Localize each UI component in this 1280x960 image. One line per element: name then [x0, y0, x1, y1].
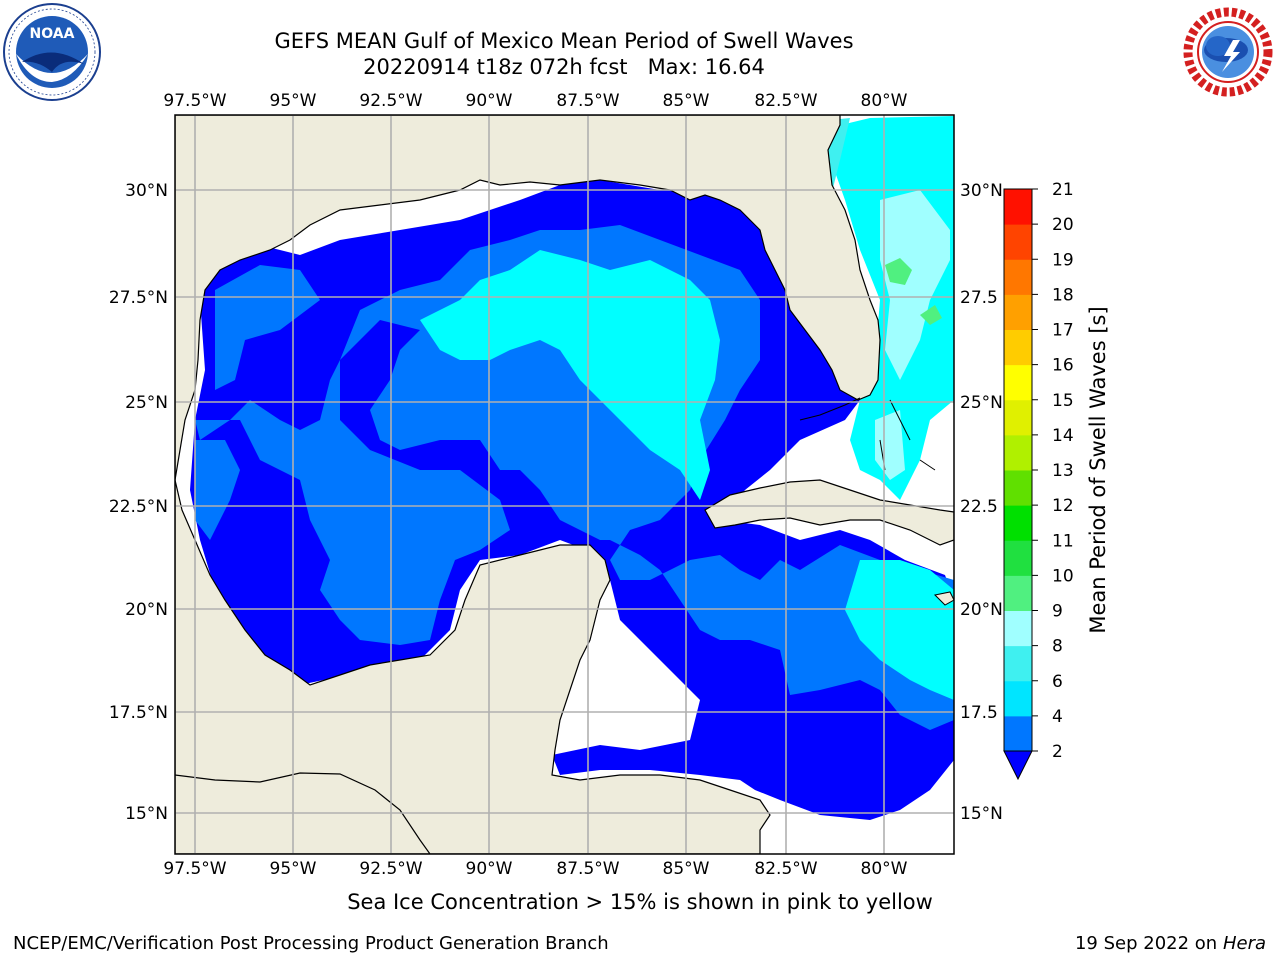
- lon-labels-bottom: 97.5°W 95°W 92.5°W 90°W 87.5°W 85°W 82.5…: [163, 859, 907, 879]
- footer-credit: NCEP/EMC/Verification Post Processing Pr…: [13, 933, 609, 954]
- colorbar-tick-label: 15: [1052, 391, 1074, 411]
- colorbar-tick-label: 8: [1052, 637, 1063, 657]
- colorbar-label: Mean Period of Swell Waves [s]: [1086, 306, 1110, 633]
- noaa-logo-icon: NOAA: [3, 3, 101, 101]
- lat-label: 20°N: [125, 600, 168, 620]
- lat-labels-right: 30°N 27.5 25°N 22.5 20°N 17.5 15°N: [960, 181, 1003, 824]
- map-subtitle: 20220914 t18z 072h fcst Max: 16.64: [0, 54, 1128, 80]
- colorbar-segment: [1004, 575, 1032, 611]
- lat-label: 30°N: [125, 181, 168, 201]
- swell-cyan-field: [420, 250, 720, 500]
- colorbar-segment: [1004, 189, 1032, 225]
- colorbar-segment: [1004, 294, 1032, 330]
- colorbar-tick-label: 13: [1052, 461, 1074, 481]
- svg-text:NOAA: NOAA: [30, 26, 75, 42]
- nws-logo-icon: [1180, 4, 1276, 100]
- lat-labels-left: 30°N 27.5°N 25°N 22.5°N 20°N 17.5°N 15°N: [109, 181, 168, 824]
- lat-label: 27.5°N: [109, 288, 168, 308]
- colorbar-segment: [1004, 715, 1032, 752]
- lon-label: 95°W: [270, 859, 317, 879]
- lon-label: 97.5°W: [163, 859, 226, 879]
- colorbar-segment: [1004, 329, 1032, 366]
- colorbar-ticks: 2 4 6 8 9 10 11 12 13 14 15 16 17 18 19 20 21: [1032, 180, 1074, 762]
- lon-label: 80°W: [861, 91, 908, 111]
- cuba-land: [704, 479, 954, 546]
- map-area: [175, 115, 954, 854]
- us-land: [175, 115, 881, 481]
- lon-label: 85°W: [663, 859, 710, 879]
- lat-label: 17.5: [960, 703, 998, 723]
- colorbar-tick-label: 12: [1052, 496, 1074, 516]
- colorbar-segment: [1004, 434, 1032, 471]
- colorbar-tick-label: 9: [1052, 602, 1063, 622]
- lat-label: 20°N: [960, 600, 1003, 620]
- footer-date-text: 19 Sep 2022 on: [1074, 933, 1218, 954]
- lon-label: 82.5°W: [754, 91, 817, 111]
- lon-label: 82.5°W: [754, 859, 817, 879]
- footer-machine: Hera: [1222, 933, 1266, 954]
- lat-label: 22.5°N: [109, 497, 168, 517]
- swell-blue-field: [195, 225, 954, 730]
- sea-ice-note: Sea Ice Concentration > 15% is shown in …: [347, 890, 933, 914]
- swell-light-blue-field: [195, 440, 240, 540]
- colorbar-segment: [1004, 470, 1032, 506]
- lat-label: 17.5°N: [109, 703, 168, 723]
- colorbar-tick-label: 2: [1052, 742, 1063, 762]
- colorbar-segment: [1004, 399, 1032, 436]
- max-value: Max: 16.64: [647, 55, 765, 79]
- forecast-time: 20220914 t18z 072h fcst: [363, 55, 628, 79]
- lon-label: 97.5°W: [163, 91, 226, 111]
- lon-label: 87.5°W: [556, 859, 619, 879]
- lon-label: 85°W: [663, 91, 710, 111]
- colorbar-segment: [1004, 224, 1032, 260]
- footer-date: 19 Sep 2022 on Hera: [1075, 933, 1266, 954]
- lon-label: 95°W: [270, 91, 317, 111]
- colorbar-segment: [1004, 364, 1032, 401]
- lon-label: 92.5°W: [359, 91, 422, 111]
- lat-label: 25°N: [125, 393, 168, 413]
- colorbar-tick-label: 17: [1052, 321, 1074, 341]
- mexico-land: [175, 479, 771, 854]
- lon-label: 80°W: [861, 859, 908, 879]
- lat-label: 25°N: [960, 393, 1003, 413]
- colorbar-segment: [1004, 259, 1032, 295]
- colorbar: [1003, 188, 1033, 781]
- map-gridlines: [175, 115, 954, 854]
- lat-label: 27.5: [960, 288, 998, 308]
- colorbar-tick-label: 10: [1052, 566, 1074, 586]
- colorbar-segment: [1004, 505, 1032, 541]
- lat-label: 15°N: [125, 804, 168, 824]
- colorbar-tick-label: 18: [1052, 285, 1074, 305]
- swell-green-patch: [885, 258, 942, 325]
- lon-label: 87.5°W: [556, 91, 619, 111]
- colorbar-segment: [1004, 540, 1032, 576]
- colorbar-tick-label: 14: [1052, 426, 1074, 446]
- colorbar-tick-label: 6: [1052, 672, 1063, 692]
- colorbar-extend-arrow: [1003, 750, 1033, 781]
- lon-label: 90°W: [466, 859, 513, 879]
- lon-labels-top: 97.5°W 95°W 92.5°W 90°W 87.5°W 85°W 82.5…: [163, 91, 907, 111]
- map-title: GEFS MEAN Gulf of Mexico Mean Period of …: [274, 29, 854, 53]
- colorbar-segment: [1004, 645, 1032, 682]
- colorbar-tick-label: 11: [1052, 531, 1074, 551]
- colorbar-tick-label: 16: [1052, 356, 1074, 376]
- colorbar-segment: [1004, 610, 1032, 647]
- lat-label: 15°N: [960, 804, 1003, 824]
- lon-label: 92.5°W: [359, 859, 422, 879]
- colorbar-segment: [1004, 680, 1032, 717]
- lat-label: 22.5: [960, 497, 998, 517]
- colorbar-tick-label: 20: [1052, 215, 1074, 235]
- colorbar-tick-label: 21: [1052, 180, 1074, 200]
- map-frame: [174, 114, 955, 855]
- jamaica-outline: [933, 591, 954, 606]
- lat-label: 30°N: [960, 181, 1003, 201]
- lon-label: 90°W: [466, 91, 513, 111]
- colorbar-tick-label: 4: [1052, 707, 1063, 727]
- colorbar-tick-label: 19: [1052, 250, 1074, 270]
